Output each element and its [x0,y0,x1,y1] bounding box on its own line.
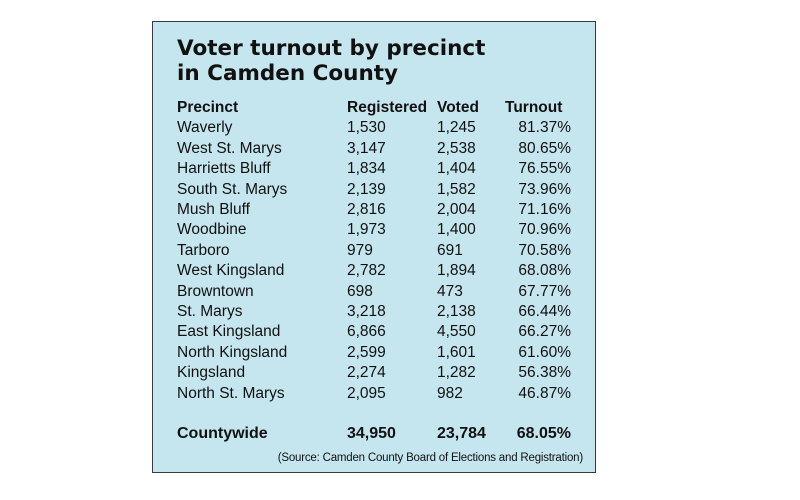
row-voted: 2,138 [437,303,476,321]
row-registered: 2,274 [347,364,386,382]
row-precinct: Harrietts Bluff [177,160,271,178]
row-voted: 2,004 [437,201,476,219]
row-precinct: Woodbine [177,221,247,239]
row-registered: 3,218 [347,303,386,321]
source-note: (Source: Camden County Board of Election… [277,452,583,464]
table-row: Waverly 1,530 1,245 81.37% [177,118,571,138]
row-registered: 2,139 [347,180,386,198]
row-turnout: 56.38% [518,364,571,382]
row-precinct: West Kingsland [177,262,285,280]
row-registered: 2,599 [347,343,386,361]
row-turnout: 80.65% [518,139,571,157]
table-row: West St. Marys 3,147 2,538 80.65% [177,139,571,159]
row-voted: 691 [437,241,463,259]
turnout-panel: Voter turnout by precinct in Camden Coun… [152,21,596,473]
table-row: Tarboro 979 691 70.58% [177,241,571,261]
row-voted: 1,894 [437,262,476,280]
row-turnout: 81.37% [518,119,571,137]
row-voted: 4,550 [437,323,476,341]
row-turnout: 66.27% [518,323,571,341]
row-voted: 2,538 [437,139,476,157]
row-registered: 6,866 [347,323,386,341]
row-voted: 1,400 [437,221,476,239]
row-registered: 979 [347,241,373,259]
table-row: South St. Marys 2,139 1,582 73.96% [177,180,571,200]
row-registered: 3,147 [347,139,386,157]
row-precinct: St. Marys [177,303,243,321]
row-turnout: 68.08% [518,262,571,280]
table-body: Waverly 1,530 1,245 81.37% West St. Marys 3,1… [177,118,571,444]
row-registered: 2,816 [347,201,386,219]
row-voted: 1,245 [437,119,476,137]
row-voted: 1,404 [437,160,476,178]
table-row: East Kingsland 6,866 4,550 66.27% [177,322,571,342]
total-row: Countywide 34,950 23,784 68.05% [177,424,571,444]
row-turnout: 70.58% [518,241,571,259]
header-registered: Registered [347,99,428,116]
row-turnout: 67.77% [518,282,571,300]
row-turnout: 73.96% [518,180,571,198]
title-line-1: Voter turnout by precinct [177,36,486,61]
table-row: Woodbine 1,973 1,400 70.96% [177,220,571,240]
table-row: North Kingsland 2,599 1,601 61.60% [177,343,571,363]
table-row: St. Marys 3,218 2,138 66.44% [177,302,571,322]
row-voted: 1,601 [437,343,476,361]
row-precinct: Browntown [177,282,254,300]
row-turnout: 66.44% [518,303,571,321]
row-voted: 1,282 [437,364,476,382]
table-row: North St. Marys 2,095 982 46.87% [177,384,571,404]
header-turnout: Turnout [505,99,563,116]
row-registered: 698 [347,282,373,300]
row-turnout: 70.96% [518,221,571,239]
row-voted: 1,582 [437,180,476,198]
row-precinct: East Kingsland [177,323,281,341]
total-precinct: Countywide [177,425,268,443]
row-registered: 1,530 [347,119,386,137]
row-precinct: West St. Marys [177,139,282,157]
row-precinct: North Kingsland [177,343,288,361]
header-row: Precinct Registered Voted Turnout [177,98,571,118]
table-row: Browntown 698 473 67.77% [177,282,571,302]
row-registered: 1,834 [347,160,386,178]
row-turnout: 71.16% [518,201,571,219]
table-row: Harrietts Bluff 1,834 1,404 76.55% [177,159,571,179]
chart-title: Voter turnout by precinct in Camden Coun… [177,36,577,86]
total-voted: 23,784 [437,425,486,443]
turnout-table: Precinct Registered Voted Turnout Waverl… [177,98,571,445]
row-precinct: Waverly [177,119,233,137]
row-precinct: North St. Marys [177,384,285,402]
table-row: Kingsland 2,274 1,282 56.38% [177,363,571,383]
total-registered: 34,950 [347,425,396,443]
row-precinct: Mush Bluff [177,201,250,219]
row-registered: 1,973 [347,221,386,239]
spacer-row [177,404,571,424]
header-voted: Voted [437,99,479,116]
row-turnout: 61.60% [518,343,571,361]
row-registered: 2,782 [347,262,386,280]
row-turnout: 46.87% [518,384,571,402]
title-line-2: in Camden County [177,61,399,86]
total-turnout: 68.05% [516,425,571,443]
row-turnout: 76.55% [518,160,571,178]
row-precinct: Tarboro [177,241,230,259]
row-voted: 982 [437,384,463,402]
header-precinct: Precinct [177,99,239,116]
table-row: Mush Bluff 2,816 2,004 71.16% [177,200,571,220]
row-voted: 473 [437,282,463,300]
row-precinct: Kingsland [177,364,246,382]
row-registered: 2,095 [347,384,386,402]
row-precinct: South St. Marys [177,180,288,198]
table-row: West Kingsland 2,782 1,894 68.08% [177,261,571,281]
